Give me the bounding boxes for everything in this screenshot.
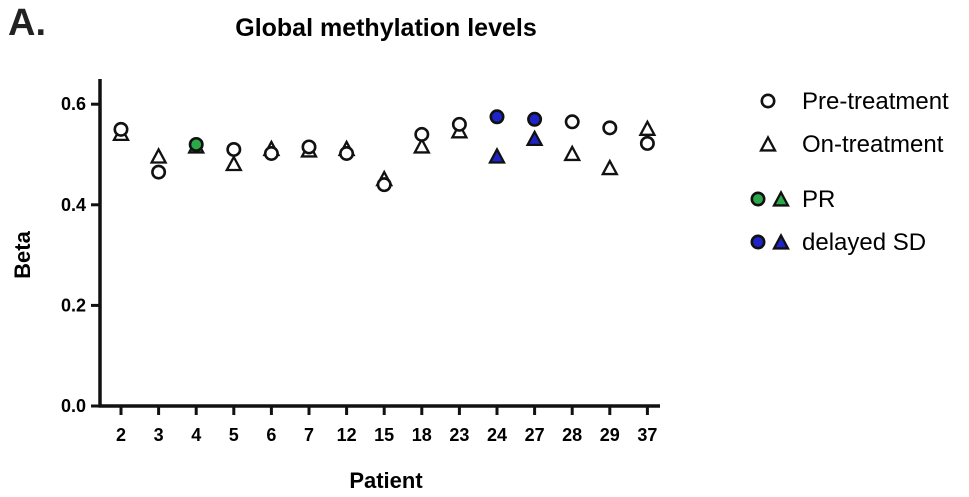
pre-treatment-point [151,164,167,180]
legend-delayed-sd-circle-marker [750,234,766,250]
y-axis-label: Beta [10,230,35,278]
on-treatment-point [488,147,506,164]
x-tick-label: 23 [449,425,469,445]
pre-treatment-point [339,145,355,161]
x-tick-label: 18 [412,425,432,445]
legend-delayed-sd-label: delayed SD [802,229,926,256]
pre-treatment-point [451,116,467,132]
x-tick-label: 7 [304,425,314,445]
on-treatment-point [525,129,544,147]
pre-treatment-point [639,135,655,151]
y-axis-ticks: 0.0 0.2 0.4 0.6 [61,94,100,416]
x-tick-label: 29 [600,425,620,445]
legend-pr-triangle-marker [772,190,790,207]
on-treatment-point [563,144,582,162]
y-tick-label: 0.0 [61,396,86,416]
y-tick-label: 0.4 [61,195,86,215]
pre-treatment-point [564,114,580,130]
panel-label: A. [8,2,46,44]
x-tick-label: 2 [116,425,126,445]
legend: Pre-treatment On-treatment PR delayed SD [750,88,949,256]
data-points [112,109,657,193]
x-tick-label: 15 [374,425,394,445]
legend-pr-label: PR [802,186,835,213]
pre-treatment-point [188,136,204,152]
x-tick-label: 4 [191,425,201,445]
y-tick-label: 0.2 [61,295,86,315]
legend-on-treatment-label: On-treatment [802,131,944,158]
x-tick-label: 3 [154,425,164,445]
legend-on-treatment-marker [759,135,777,152]
on-treatment-point [412,136,431,154]
legend-pr-circle-marker [750,191,766,207]
pre-treatment-point [602,120,618,136]
y-tick-label: 0.6 [61,94,86,114]
x-axis-ticks: 2 3 4 5 6 7 12 15 18 23 24 27 28 29 37 [116,406,657,445]
pre-treatment-point [489,109,505,125]
pre-treatment-point [301,139,317,155]
on-treatment-point [224,154,243,172]
chart-title: Global methylation levels [235,14,536,42]
x-tick-label: 28 [562,425,582,445]
legend-delayed-sd-triangle-marker [772,233,790,250]
pre-treatment-point [376,177,392,193]
x-tick-label: 12 [337,425,357,445]
pre-treatment-point [263,145,279,161]
pre-treatment-point [226,141,242,157]
on-treatment-point [149,147,168,164]
legend-pre-treatment-marker [760,93,776,109]
x-tick-label: 5 [229,425,239,445]
x-tick-label: 37 [637,425,657,445]
x-axis-label: Patient [349,468,423,493]
legend-pre-treatment-label: Pre-treatment [802,88,949,115]
on-treatment-point [638,119,657,136]
pre-treatment-point [414,126,430,142]
x-tick-label: 6 [266,425,276,445]
x-tick-label: 24 [487,425,507,445]
x-tick-label: 27 [525,425,545,445]
on-treatment-point [600,158,619,176]
pre-treatment-point [113,121,129,137]
pre-treatment-point [527,111,543,127]
